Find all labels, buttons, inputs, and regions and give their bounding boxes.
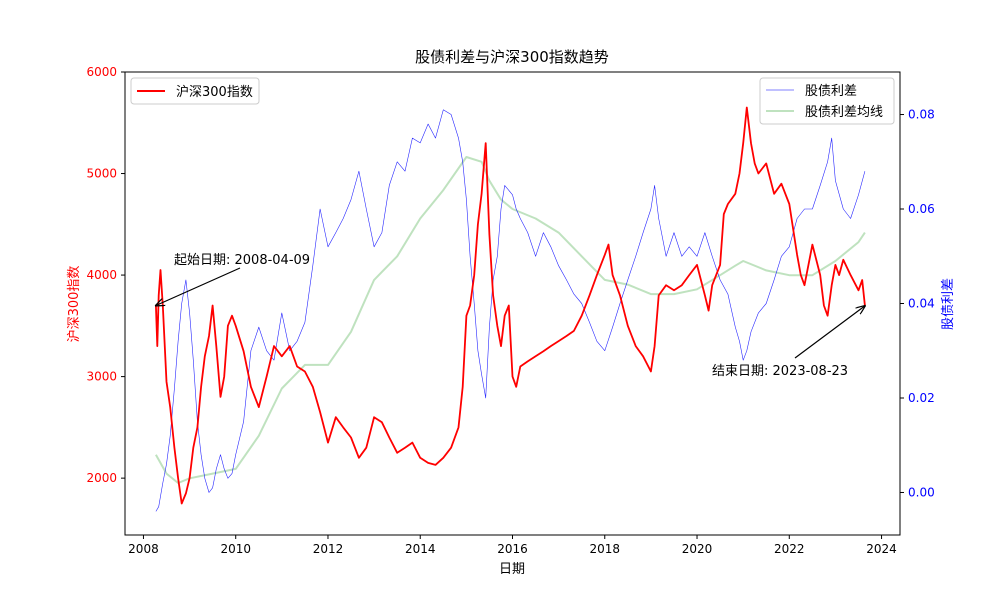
x-tick-label: 2016 <box>497 542 528 556</box>
start-annotation-text: 起始日期: 2008-04-09 <box>174 253 310 268</box>
legend-right-box <box>759 77 895 125</box>
x-tick-label: 2010 <box>220 542 251 556</box>
y-left-tick-label: 2000 <box>86 471 117 485</box>
x-tick-label: 2024 <box>866 542 897 556</box>
y-right-tick-label: 0.02 <box>908 391 935 405</box>
x-axis-label: 日期 <box>499 562 525 577</box>
legend-spread-label: 股债利差 <box>805 84 857 99</box>
legend-spread-ma-label: 股债利差均线 <box>805 105 883 120</box>
y-axis-left: 2000 3000 4000 5000 6000 <box>86 65 125 485</box>
legend-left: 沪深300指数 <box>130 77 260 105</box>
series-spread-ma-line <box>155 156 866 484</box>
x-tick-label: 2014 <box>405 542 436 556</box>
legend-index-label: 沪深300指数 <box>176 84 253 100</box>
y-axis-right: 0.00 0.02 0.04 0.06 0.08 <box>900 108 935 499</box>
y-axis-right-label: 股债利差 <box>941 278 956 330</box>
x-tick-label: 2018 <box>589 542 620 556</box>
series-spread-line <box>155 109 866 512</box>
end-annotation-arrow <box>794 306 865 359</box>
y-right-tick-label: 0.00 <box>908 485 935 499</box>
legend-left-box <box>130 77 260 105</box>
chart-title: 股债利差与沪深300指数趋势 <box>415 48 609 66</box>
x-axis: 2008 2010 2012 2014 2016 2018 2020 2022 2024 <box>128 535 897 556</box>
series-hs300-line <box>155 106 866 505</box>
y-left-tick-label: 6000 <box>86 65 117 79</box>
y-left-tick-label: 4000 <box>86 268 117 282</box>
x-tick-label: 2020 <box>682 542 713 556</box>
y-right-tick-label: 0.08 <box>908 108 935 122</box>
x-tick-label: 2022 <box>774 542 805 556</box>
y-left-tick-label: 5000 <box>86 167 117 181</box>
start-annotation-arrow <box>156 267 241 306</box>
y-axis-left-label: 沪深300指数 <box>66 266 82 343</box>
y-right-tick-label: 0.06 <box>908 202 935 216</box>
y-right-tick-label: 0.04 <box>908 297 935 311</box>
annotations: 起始日期: 2008-04-09 结束日期: 2023-08-23 <box>156 253 865 379</box>
x-tick-label: 2008 <box>128 542 159 556</box>
y-left-tick-label: 3000 <box>86 370 117 384</box>
end-annotation-text: 结束日期: 2023-08-23 <box>712 364 848 379</box>
x-tick-label: 2012 <box>313 542 344 556</box>
legend-right: 股债利差 股债利差均线 <box>759 77 895 125</box>
series-layer <box>155 106 866 512</box>
